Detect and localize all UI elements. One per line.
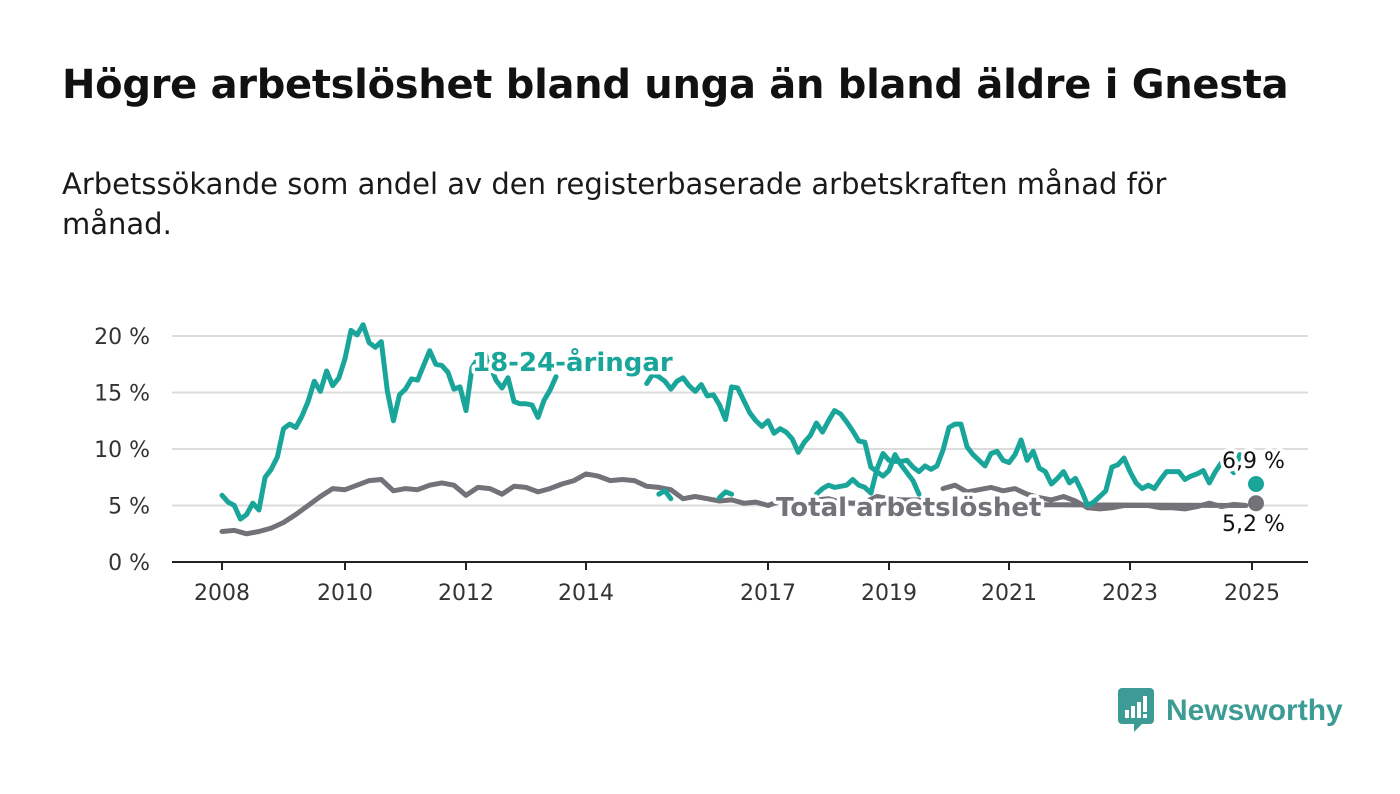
series-line-total-segment xyxy=(940,482,1249,512)
x-tick-label: 2017 xyxy=(740,581,796,606)
y-tick-label: 15 % xyxy=(94,382,150,407)
x-tick-label: 2019 xyxy=(861,581,917,606)
x-tick-label: 2021 xyxy=(981,581,1037,606)
series-line-18-24-segment xyxy=(813,421,1243,508)
series-line-total xyxy=(219,471,922,537)
brand-name: Newsworthy xyxy=(1166,694,1343,727)
series-lines xyxy=(219,322,1264,537)
x-tick-label: 2023 xyxy=(1102,581,1158,606)
end-value-18-24-halo: 6,9 % xyxy=(1222,449,1285,474)
x-tick-label: 2010 xyxy=(317,581,373,606)
newsworthy-logo-icon xyxy=(1118,688,1154,732)
chart-title: Högre arbetslöshet bland unga än bland ä… xyxy=(62,62,1289,108)
end-marker-18-24 xyxy=(1248,476,1264,493)
series-label-total: Total arbetslöshet xyxy=(776,493,1041,523)
series-label-total-halo: Total arbetslöshet xyxy=(776,493,1041,523)
end-value-18-24: 6,9 % xyxy=(1222,449,1285,474)
series-line-18-24-segment xyxy=(717,489,735,501)
y-tick-label: 20 % xyxy=(94,325,150,350)
chart-subtitle: Arbetssökande som andel av den registerb… xyxy=(62,167,1167,241)
y-tick-label: 10 % xyxy=(94,438,150,463)
x-axis: 2008 2010 2012 2014 2017 2019 2021 2023 2025 xyxy=(172,561,1308,606)
newsworthy-logo: Newsworthy xyxy=(1118,688,1343,734)
y-tick-label: 0 % xyxy=(108,551,150,576)
x-tick-label: 2012 xyxy=(438,581,494,606)
series-label-18-24: 18-24-åringar xyxy=(472,346,673,378)
y-tick-label: 5 % xyxy=(108,495,150,520)
series-line-18-24 xyxy=(219,322,559,522)
end-marker-total xyxy=(1248,495,1264,512)
x-tick-label: 2025 xyxy=(1224,581,1280,606)
series-label-18-24-halo: 18-24-åringar xyxy=(472,346,673,378)
y-axis-tick-labels: 0 % 5 % 10 % 15 % 20 % xyxy=(94,325,150,576)
series-line-18-24-segment xyxy=(644,371,922,497)
end-value-total-halo: 5,2 % xyxy=(1222,512,1285,537)
x-tick-label: 2014 xyxy=(558,581,614,606)
series-line-18-24-segment xyxy=(656,488,674,502)
end-value-total: 5,2 % xyxy=(1222,512,1285,537)
x-tick-label: 2008 xyxy=(194,581,250,606)
